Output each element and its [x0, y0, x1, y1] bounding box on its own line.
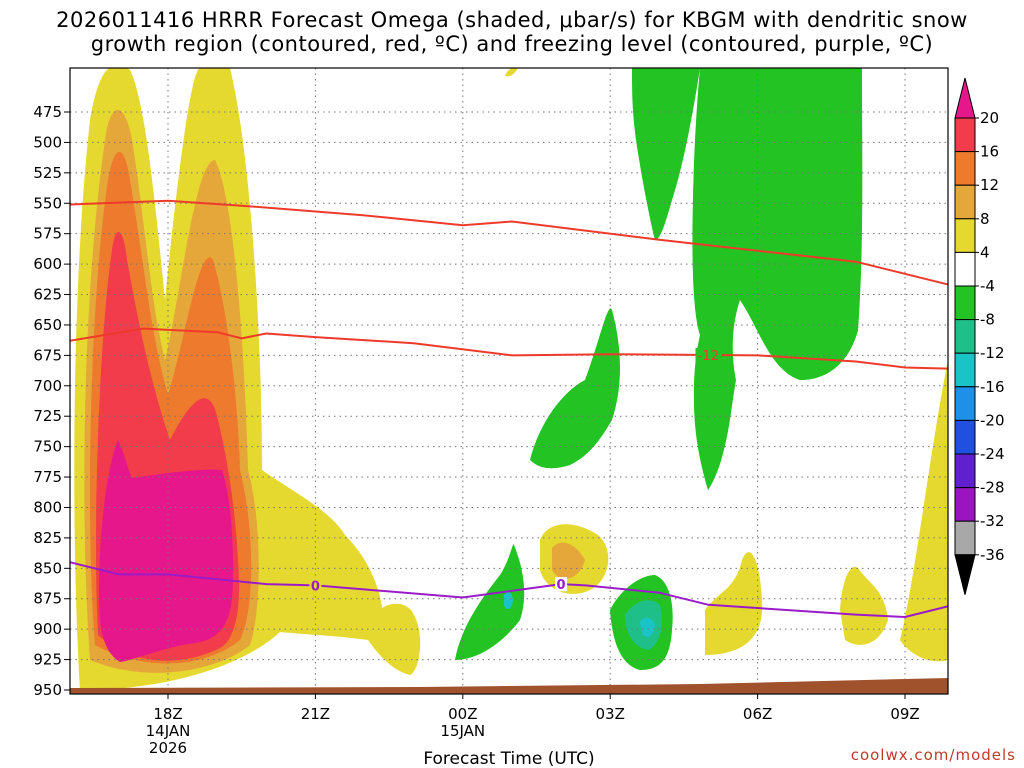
colorbar-label: 16 — [980, 143, 999, 161]
contours: -12 0 0 — [70, 199, 948, 619]
y-tick-label: 500 — [33, 133, 62, 151]
contour-label: -12 — [698, 349, 719, 364]
colorbar-swatch — [954, 285, 976, 321]
x-tick-label: 2026 — [149, 739, 187, 757]
colorbar-label: -24 — [980, 445, 1005, 463]
omega-area-4-8 — [840, 566, 888, 645]
omega-area-neg-4-8 — [530, 308, 620, 469]
y-tick-label: 825 — [33, 529, 62, 547]
chart-title-line-1: 2026011416 HRRR Forecast Omega (shaded, … — [56, 8, 968, 32]
contour-label: 0 — [311, 579, 320, 594]
y-tick-label: 600 — [33, 255, 62, 273]
omega-area-8-12 — [552, 542, 585, 579]
contour-label: 0 — [557, 578, 566, 593]
colorbar-label: -36 — [980, 546, 1005, 564]
colorbar-label: -28 — [980, 479, 1005, 497]
omega-area-gt-20 — [99, 440, 234, 662]
x-tick-label: 21Z — [301, 705, 330, 723]
colorbar-swatch — [954, 419, 976, 455]
x-tick-label: 06Z — [743, 705, 772, 723]
colorbar-swatch — [954, 251, 976, 287]
omega-area-neg-4-8 — [632, 68, 700, 240]
colorbar-label: -12 — [980, 344, 1005, 362]
omega-area-4-8 — [900, 360, 948, 662]
plot-frame — [69, 67, 949, 695]
colorbar-swatch — [954, 520, 976, 556]
omega-area-neg-4-8 — [692, 68, 863, 490]
y-tick-label: 950 — [33, 681, 62, 699]
y-tick-label: 700 — [33, 377, 62, 395]
colorbar-swatch — [954, 487, 976, 522]
y-tick-label: 875 — [33, 590, 62, 608]
y-tick-label: 650 — [33, 316, 62, 334]
colorbar-label: 20 — [980, 109, 999, 127]
colorbar-swatch — [954, 117, 976, 153]
colorbar-label: -20 — [980, 411, 1005, 429]
x-tick-label: 18Z — [153, 705, 182, 723]
colorbar-label: 4 — [980, 243, 990, 261]
contour-label-bg — [555, 577, 568, 592]
x-axis-label: Forecast Time (UTC) — [423, 749, 594, 768]
omega-area-neg-4-8 — [455, 544, 525, 660]
y-tick-label: 550 — [33, 194, 62, 212]
y-tick-label: 900 — [33, 620, 62, 638]
y-tick-label: 475 — [33, 103, 62, 121]
x-tick-label: 00Z — [448, 705, 477, 723]
x-tick-label: 14JAN — [146, 722, 191, 740]
colorbar-label: 8 — [980, 210, 990, 228]
colorbar-swatch — [954, 554, 976, 595]
contour-label-bg — [309, 578, 322, 593]
y-tick-label: 800 — [33, 498, 62, 516]
omega-area-neg-8-12 — [504, 592, 513, 610]
y-tick-label: 725 — [33, 407, 62, 425]
y-tick-label: 525 — [33, 164, 62, 182]
colorbar-label: -4 — [980, 277, 995, 295]
colorbar-label: 12 — [980, 176, 999, 194]
dgz-top-contour — [70, 199, 948, 286]
chart-grid — [70, 68, 948, 694]
y-tick-label: 775 — [33, 468, 62, 486]
y-tick-label: 625 — [33, 286, 62, 304]
y-tick-label: 925 — [33, 651, 62, 669]
omega-area-neg-12-16 — [640, 617, 655, 637]
x-tick-label: 03Z — [596, 705, 625, 723]
colorbar-swatch — [954, 184, 976, 220]
chart-title-line-2: growth region (contoured, red, ºC) and f… — [90, 32, 934, 56]
colorbar-label: -16 — [980, 378, 1005, 396]
colorbar-swatch — [954, 386, 976, 421]
colorbar-swatch — [954, 151, 976, 186]
x-tick-label: 09Z — [890, 705, 919, 723]
terrain-ground — [70, 678, 948, 694]
dgz-bottom-contour — [70, 327, 948, 370]
y-axis: 475 500 525 550 575 600 625 650 675 700 725 750 775 8… — [33, 103, 70, 699]
colorbar-label: -32 — [980, 512, 1005, 530]
omega-area-4-8 — [505, 68, 518, 77]
omega-area-4-8 — [705, 552, 763, 655]
colorbar-swatch — [954, 319, 976, 354]
colorbar-swatch — [954, 453, 976, 489]
colorbar-swatch — [954, 218, 976, 253]
contour-label-bg — [695, 347, 722, 362]
y-tick-label: 675 — [33, 346, 62, 364]
x-tick-label: 15JAN — [440, 722, 485, 740]
y-tick-label: 750 — [33, 438, 62, 456]
colorbar-label: -8 — [980, 311, 995, 329]
y-tick-label: 850 — [33, 559, 62, 577]
colorbar: 20 16 12 8 4 -4 -8 -12 -16 -20 -24 -28 -32 -36 — [954, 77, 1005, 595]
colorbar-swatch — [954, 352, 976, 388]
credit-text: coolwx.com/models — [851, 746, 1016, 764]
omega-shading — [74, 68, 948, 690]
y-tick-label: 575 — [33, 225, 62, 243]
colorbar-swatch — [954, 77, 976, 119]
